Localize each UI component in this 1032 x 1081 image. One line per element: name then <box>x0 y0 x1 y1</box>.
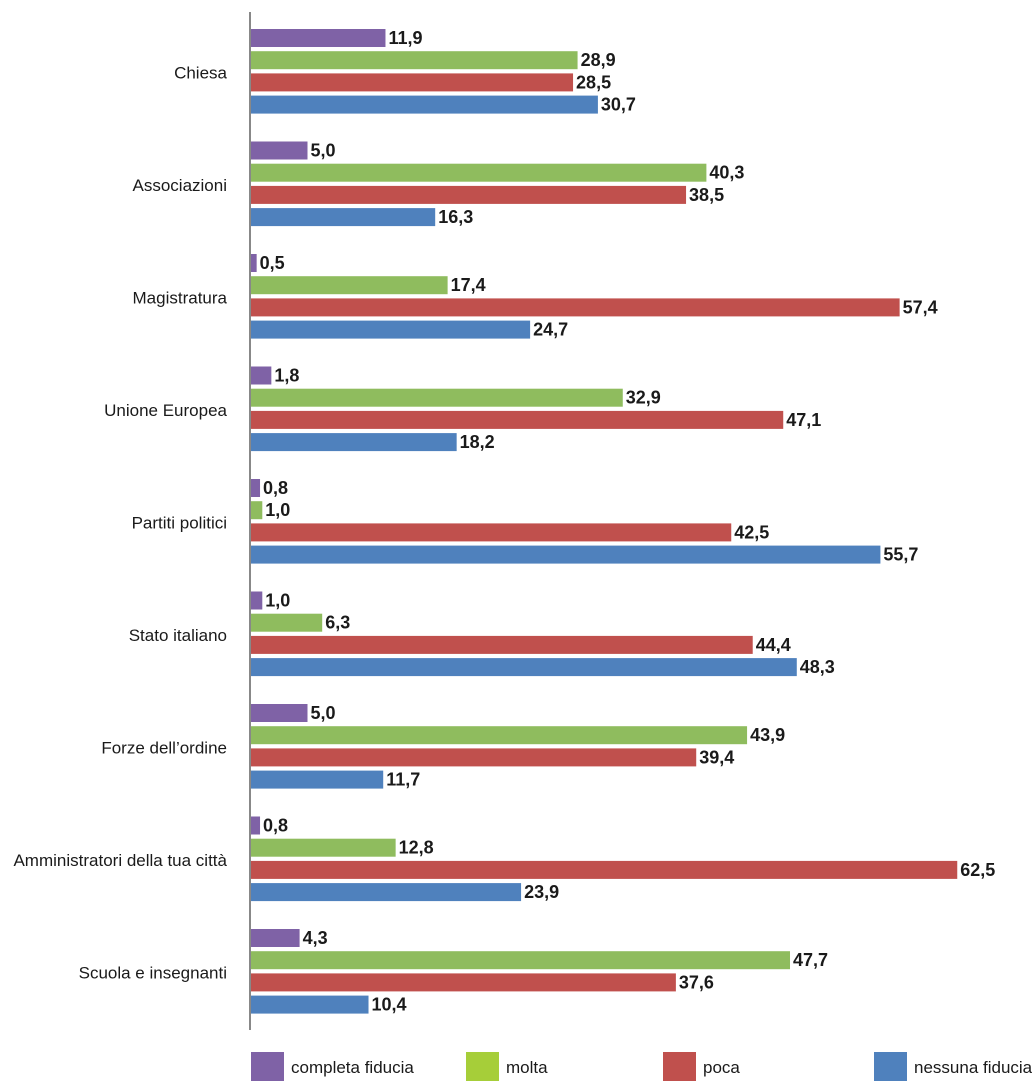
category-label-unione-europea: Unione Europea <box>104 401 227 420</box>
bar-stato-italiano-poca <box>251 635 753 654</box>
category-label-magistratura: Magistratura <box>133 288 228 307</box>
value-label-amministratori-della-tua-citta-nessuna-fiducia: 23,9 <box>524 882 559 902</box>
bar-unione-europea-completa-fiducia <box>251 366 272 385</box>
bar-associazioni-nessuna-fiducia <box>251 208 436 227</box>
value-label-unione-europea-nessuna-fiducia: 18,2 <box>460 432 495 452</box>
category-labels: Chiesa Associazioni Magistratura Unione Eur… <box>13 63 227 982</box>
bar-partiti-politici-molta <box>251 501 263 520</box>
bar-amministratori-della-tua-citta-completa-fiducia <box>251 816 261 835</box>
value-label-forze-dell-ordine-nessuna-fiducia: 11,7 <box>386 770 420 790</box>
value-label-partiti-politici-completa-fiducia: 0,8 <box>263 478 288 498</box>
value-label-associazioni-molta: 40,3 <box>709 163 744 183</box>
value-label-unione-europea-molta: 32,9 <box>626 388 661 408</box>
category-label-scuola-e-insegnanti: Scuola e insegnanti <box>79 963 227 982</box>
value-label-magistratura-molta: 17,4 <box>451 275 486 295</box>
value-label-partiti-politici-poca: 42,5 <box>734 522 769 542</box>
legend-label-nessuna-fiducia: nessuna fiducia <box>914 1058 1032 1077</box>
value-label-scuola-e-insegnanti-poca: 37,6 <box>679 972 714 992</box>
category-label-associazioni: Associazioni <box>133 176 228 195</box>
bar-forze-dell-ordine-completa-fiducia <box>251 704 308 722</box>
value-label-scuola-e-insegnanti-molta: 47,7 <box>793 950 828 970</box>
bar-scuola-e-insegnanti-molta <box>251 951 791 970</box>
value-label-associazioni-completa-fiducia: 5,0 <box>311 141 336 161</box>
bar-partiti-politici-nessuna-fiducia <box>251 545 881 564</box>
value-label-chiesa-molta: 28,9 <box>581 50 616 70</box>
bar-forze-dell-ordine-poca <box>251 748 697 767</box>
value-label-magistratura-poca: 57,4 <box>903 297 938 317</box>
legend: completa fiducia molta poca nessuna fiducia <box>251 1052 1032 1081</box>
value-label-stato-italiano-molta: 6,3 <box>325 613 350 633</box>
bar-forze-dell-ordine-molta <box>251 726 748 745</box>
bar-amministratori-della-tua-citta-nessuna-fiducia <box>251 883 522 902</box>
legend-swatch-completa-fiducia <box>251 1052 284 1081</box>
bar-chiesa-nessuna-fiducia <box>251 95 598 114</box>
value-label-stato-italiano-completa-fiducia: 1,0 <box>265 591 290 611</box>
value-label-associazioni-poca: 38,5 <box>689 185 724 205</box>
value-label-chiesa-completa-fiducia: 11,9 <box>388 28 422 48</box>
bar-associazioni-molta <box>251 163 707 182</box>
value-label-amministratori-della-tua-citta-molta: 12,8 <box>399 838 434 858</box>
value-label-amministratori-della-tua-citta-poca: 62,5 <box>960 860 995 880</box>
bar-magistratura-nessuna-fiducia <box>251 320 531 339</box>
category-label-stato-italiano: Stato italiano <box>129 626 227 645</box>
bar-chiesa-completa-fiducia <box>251 29 386 47</box>
legend-swatch-poca <box>663 1052 696 1081</box>
value-label-associazioni-nessuna-fiducia: 16,3 <box>438 207 473 227</box>
bar-scuola-e-insegnanti-completa-fiducia <box>251 929 300 947</box>
bar-chiesa-molta <box>251 51 578 70</box>
value-label-stato-italiano-nessuna-fiducia: 48,3 <box>800 657 835 677</box>
bar-stato-italiano-molta <box>251 613 323 632</box>
value-label-scuola-e-insegnanti-completa-fiducia: 4,3 <box>303 928 328 948</box>
value-label-magistratura-nessuna-fiducia: 24,7 <box>533 320 568 340</box>
bar-partiti-politici-completa-fiducia <box>251 479 261 497</box>
value-labels: 11,9 28,928,5 30,7 5,0 40,338,5 16,3 0,5 17,4 57… <box>260 28 996 1015</box>
bar-stato-italiano-completa-fiducia <box>251 591 263 610</box>
category-label-chiesa: Chiesa <box>174 63 227 82</box>
bar-partiti-politici-poca <box>251 523 732 542</box>
legend-swatch-nessuna-fiducia <box>874 1052 907 1081</box>
value-label-stato-italiano-poca: 44,4 <box>756 635 791 655</box>
bar-stato-italiano-nessuna-fiducia <box>251 658 797 677</box>
bar-magistratura-completa-fiducia <box>251 254 257 272</box>
bar-chiesa-poca <box>251 73 574 92</box>
value-label-chiesa-nessuna-fiducia: 30,7 <box>601 95 636 115</box>
bar-scuola-e-insegnanti-nessuna-fiducia <box>251 995 369 1014</box>
bar-magistratura-molta <box>251 276 448 295</box>
bar-unione-europea-molta <box>251 388 623 407</box>
legend-swatch-molta <box>466 1052 499 1081</box>
bar-unione-europea-poca <box>251 410 784 429</box>
bar-associazioni-poca <box>251 185 687 204</box>
category-label-forze-dell-ordine: Forze dell’ordine <box>101 738 227 757</box>
category-label-partiti-politici: Partiti politici <box>132 513 227 532</box>
bar-amministratori-della-tua-citta-poca <box>251 860 958 879</box>
value-label-unione-europea-poca: 47,1 <box>786 410 821 430</box>
bar-magistratura-poca <box>251 298 900 317</box>
legend-label-poca: poca <box>703 1058 740 1077</box>
value-label-forze-dell-ordine-molta: 43,9 <box>750 725 785 745</box>
bar-amministratori-della-tua-citta-molta <box>251 838 396 857</box>
value-label-forze-dell-ordine-poca: 39,4 <box>699 747 734 767</box>
legend-label-completa-fiducia: completa fiducia <box>291 1058 414 1077</box>
bar-associazioni-completa-fiducia <box>251 141 308 160</box>
value-label-partiti-politici-molta: 1,0 <box>265 500 290 520</box>
value-label-partiti-politici-nessuna-fiducia: 55,7 <box>883 545 918 565</box>
value-label-amministratori-della-tua-citta-completa-fiducia: 0,8 <box>263 816 288 836</box>
bar-unione-europea-nessuna-fiducia <box>251 433 457 452</box>
value-label-chiesa-poca: 28,5 <box>576 72 611 92</box>
value-label-forze-dell-ordine-completa-fiducia: 5,0 <box>311 703 336 723</box>
value-label-magistratura-completa-fiducia: 0,5 <box>260 253 285 273</box>
value-label-unione-europea-completa-fiducia: 1,8 <box>274 366 299 386</box>
bar-scuola-e-insegnanti-poca <box>251 973 676 992</box>
value-label-scuola-e-insegnanti-nessuna-fiducia: 10,4 <box>372 995 407 1015</box>
bars <box>251 29 958 1014</box>
bar-forze-dell-ordine-nessuna-fiducia <box>251 770 384 789</box>
legend-label-molta: molta <box>506 1058 548 1077</box>
category-label-amministratori-della-tua-citta: Amministratori della tua città <box>13 851 227 870</box>
